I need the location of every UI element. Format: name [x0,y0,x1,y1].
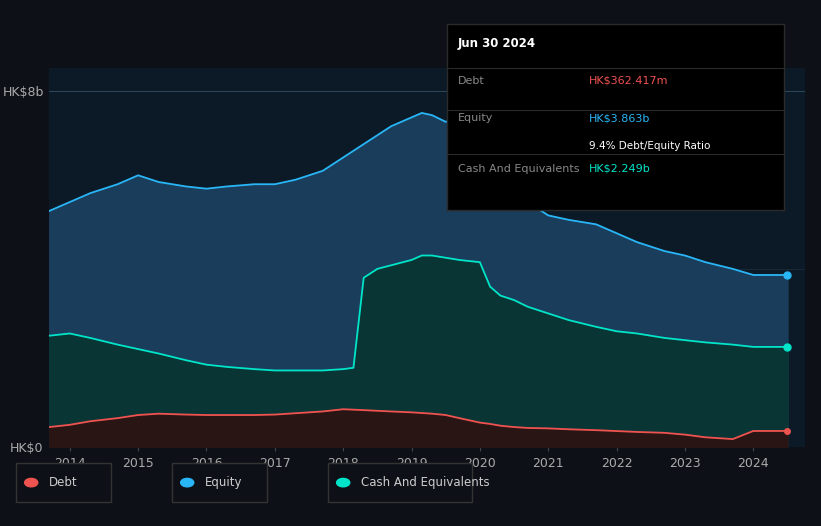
Text: Cash And Equivalents: Cash And Equivalents [361,476,490,489]
Text: Cash And Equivalents: Cash And Equivalents [457,164,579,174]
Text: HK$3.863b: HK$3.863b [589,113,650,123]
Text: HK$362.417m: HK$362.417m [589,76,668,86]
Text: Equity: Equity [205,476,243,489]
Text: Jun 30 2024: Jun 30 2024 [457,37,535,50]
Text: Equity: Equity [457,113,493,123]
Text: 9.4% Debt/Equity Ratio: 9.4% Debt/Equity Ratio [589,141,710,151]
Text: Debt: Debt [457,76,484,86]
Text: HK$2.249b: HK$2.249b [589,164,650,174]
Text: Debt: Debt [49,476,78,489]
